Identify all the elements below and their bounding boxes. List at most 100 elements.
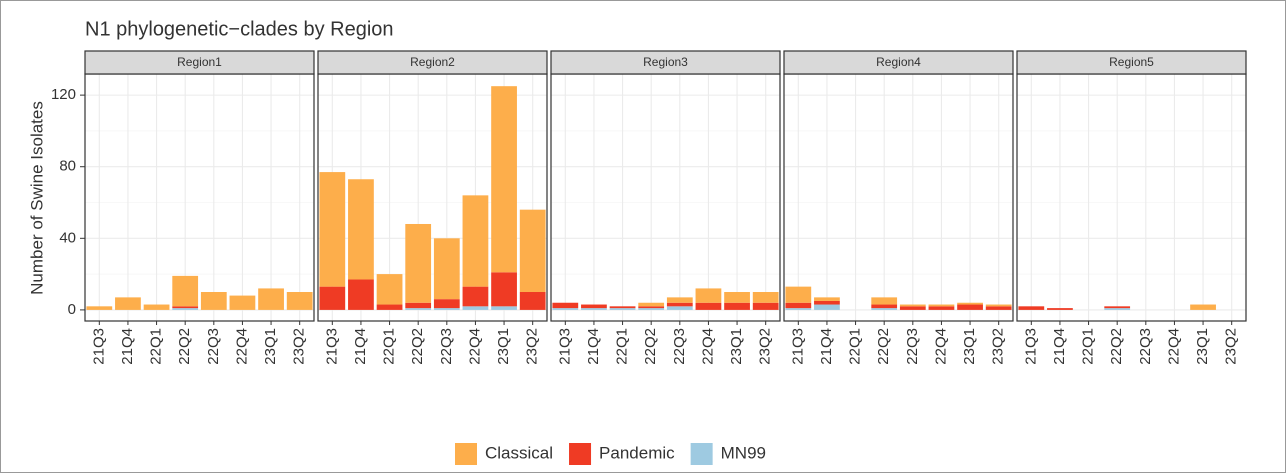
bar [519,209,546,293]
bar [172,308,199,310]
x-tick-label: 22Q4 [466,328,483,365]
bar [666,297,693,303]
strip [783,50,1014,75]
bar [985,306,1012,310]
x-tick-label: 23Q1 [262,328,279,365]
bar [1047,308,1073,310]
legend-label: Pandemic [599,443,675,462]
x-tick-label: 23Q1 [495,328,512,365]
x-tick-label: 22Q2 [1108,328,1125,365]
x-tick-label: 21Q3 [789,328,806,365]
bar [581,304,607,309]
x-tick-label: 22Q4 [932,328,949,365]
bar [433,308,460,310]
bar [814,297,840,301]
bar [519,292,546,310]
x-tick-label: 21Q4 [818,328,835,365]
bar [752,292,779,303]
y-tick-label: 40 [59,229,76,246]
x-tick-label: 22Q2 [409,328,426,365]
x-tick-label: 22Q3 [205,328,222,365]
x-tick-label: 23Q2 [291,328,308,365]
bar [200,292,227,310]
x-tick-label: 23Q1 [1194,328,1211,365]
bar [491,86,517,273]
panel-background [551,74,780,321]
bar [581,308,607,310]
bar [695,288,722,303]
bar [724,302,750,310]
bar [957,302,983,305]
x-tick-label: 22Q3 [1137,328,1154,365]
bar [871,297,898,305]
bar [462,195,489,287]
x-tick-label: 22Q2 [875,328,892,365]
bar [433,299,460,309]
x-tick-label: 22Q1 [847,328,864,365]
bar [752,302,779,310]
legend-swatch [569,443,592,465]
bar [115,297,141,310]
x-tick-label: 21Q4 [119,328,136,365]
strip [84,50,315,75]
bar [86,306,113,310]
bar [348,179,374,280]
bar [814,300,840,305]
y-axis-label: Number of Swine Isolates [27,101,46,295]
x-tick-label: 22Q3 [904,328,921,365]
bar [491,272,517,307]
bar [785,308,812,310]
strip-label: Region4 [876,55,921,69]
bar [172,306,199,309]
panel-background [784,74,1013,321]
x-tick-label: 21Q3 [556,328,573,365]
bar [666,302,693,307]
x-tick-label: 22Q3 [671,328,688,365]
bar [785,286,812,303]
bar [785,302,812,309]
legend-label: MN99 [721,443,766,462]
bar [552,302,579,309]
x-tick-label: 21Q3 [90,328,107,365]
bar [638,302,665,307]
bar [899,304,926,307]
x-tick-label: 22Q2 [642,328,659,365]
x-tick-label: 22Q1 [381,328,398,365]
strip-label: Region1 [177,55,222,69]
strip [317,50,548,75]
y-tick-label: 80 [59,158,76,175]
bar [928,306,955,310]
bar [957,304,983,310]
x-tick-label: 23Q2 [1223,328,1240,365]
bar [724,292,750,303]
x-tick-label: 22Q4 [699,328,716,365]
bar [143,304,170,310]
x-tick-label: 23Q1 [728,328,745,365]
y-tick-label: 120 [51,86,76,103]
legend-swatch [690,443,713,465]
x-tick-label: 22Q3 [438,328,455,365]
bar [229,295,256,310]
bar [462,286,489,307]
x-tick-label: 22Q4 [233,328,250,365]
bar [1190,304,1216,310]
bar [1104,308,1131,310]
strip-label: Region5 [1109,55,1154,69]
bar [491,306,517,310]
x-tick-label: 23Q2 [524,328,541,365]
bar [1104,306,1131,309]
strip-label: Region2 [410,55,455,69]
bar [172,275,199,307]
bar [638,306,665,309]
bar [376,274,403,305]
x-tick-label: 22Q2 [176,328,193,365]
x-tick-label: 22Q1 [1080,328,1097,365]
strip [550,50,781,75]
x-tick-label: 22Q1 [148,328,165,365]
bar [258,288,284,310]
bar [319,286,346,310]
bar [405,302,432,309]
bar [286,292,313,310]
bar [871,304,898,309]
